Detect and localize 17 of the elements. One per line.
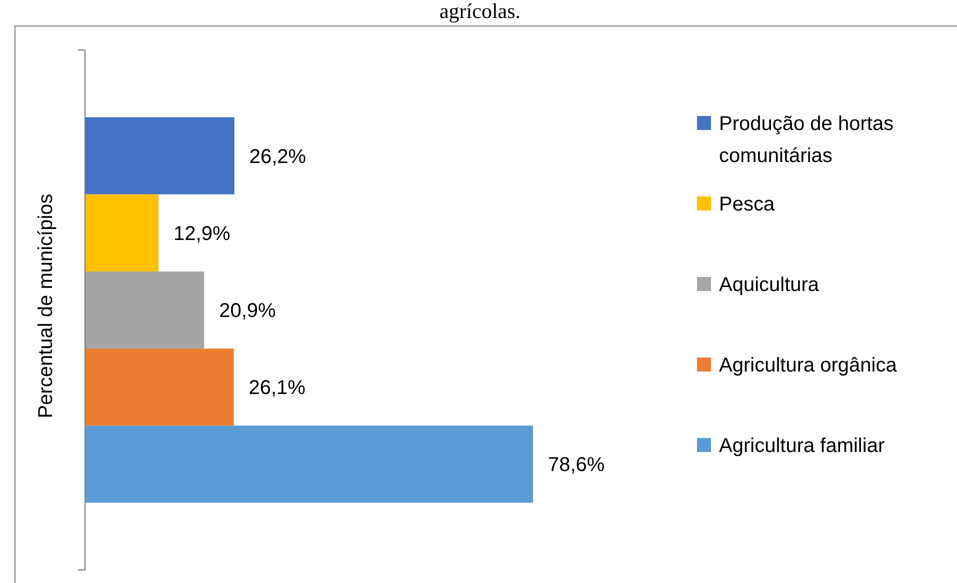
bar bbox=[85, 117, 234, 194]
data-label: 12,9% bbox=[174, 222, 230, 245]
y-axis-title: Percentual de municípios bbox=[35, 194, 57, 418]
bar bbox=[85, 348, 234, 426]
bar bbox=[85, 271, 204, 349]
legend-label: Pesca bbox=[719, 194, 776, 216]
data-label: 26,2% bbox=[249, 146, 306, 168]
data-label: 78,6% bbox=[548, 454, 605, 476]
bar bbox=[85, 194, 159, 272]
data-label: 20,9% bbox=[219, 300, 276, 322]
legend-label: Agricultura familiar bbox=[719, 435, 885, 457]
legend-label: Aquicultura bbox=[719, 274, 820, 296]
data-label: 26,1% bbox=[248, 377, 306, 400]
legend-label: Agricultura orgânica bbox=[719, 354, 898, 376]
chart-title: agrícolas. bbox=[439, 0, 521, 23]
bar bbox=[85, 426, 533, 503]
legend-label: Produção de hortas comunitárias bbox=[719, 113, 894, 167]
